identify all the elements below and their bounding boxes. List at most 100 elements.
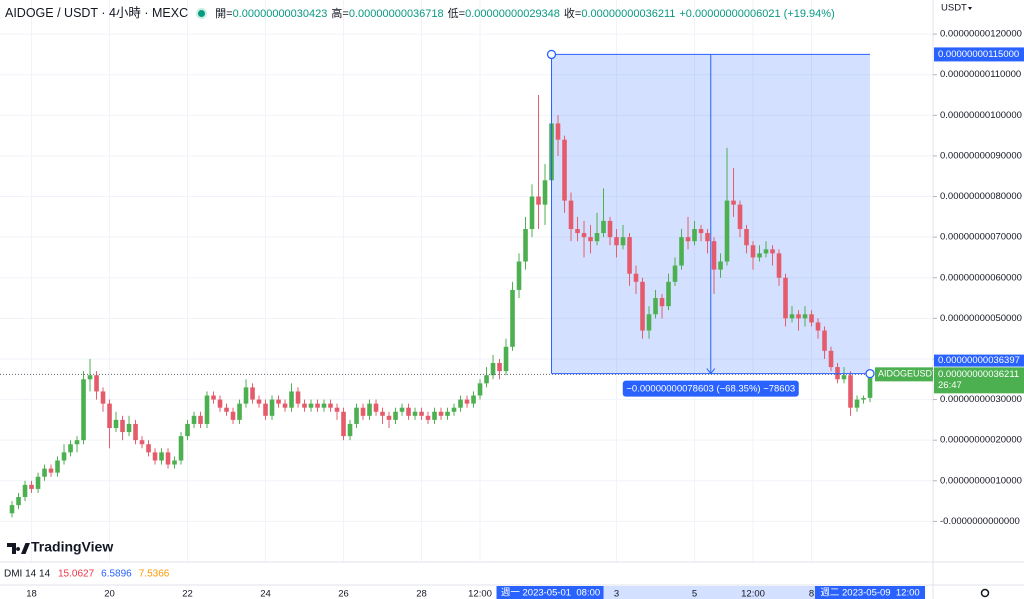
candle-body <box>529 196 535 230</box>
last-price-bg <box>934 367 1024 394</box>
candle-body <box>445 411 450 416</box>
candle-body <box>393 411 398 420</box>
candle-body <box>165 452 171 465</box>
measure-arrowhead <box>706 368 716 375</box>
candle-body <box>263 403 268 416</box>
countdown: 26:47 <box>938 380 962 391</box>
candle-body <box>653 298 658 315</box>
candle-body <box>614 237 619 246</box>
status-dot <box>198 10 206 17</box>
candle-body <box>516 261 522 290</box>
high: 0.00000000036718 <box>348 8 444 20</box>
candle-body <box>341 411 346 437</box>
candle-body <box>321 403 327 408</box>
y-tick-label: 0.00000000060000 <box>940 272 1022 283</box>
candle-body <box>711 241 717 270</box>
candle-body <box>594 233 600 242</box>
overlay: −0.00000000078603 (−68.35%) −78603 <box>0 49 933 397</box>
candle-body <box>159 452 164 461</box>
candle-body <box>211 395 216 400</box>
y-tick-label: 0.00000000010000 <box>940 475 1022 486</box>
measure-handle <box>865 368 875 379</box>
candle-body <box>237 403 242 420</box>
candle-body <box>113 419 119 428</box>
candle-body <box>107 403 112 428</box>
candle-body <box>172 460 177 465</box>
candle-body <box>458 399 463 408</box>
dropdown-icon[interactable] <box>968 7 972 10</box>
candle-body <box>451 407 457 412</box>
measure-top-price-bg <box>934 47 1024 62</box>
candle-body <box>640 281 645 331</box>
candle-body <box>269 399 275 416</box>
candle-body <box>562 139 567 201</box>
candle-body <box>354 407 359 424</box>
x-tick-label: 18 <box>26 589 37 599</box>
candle-body <box>783 277 788 319</box>
candle-body <box>867 374 873 398</box>
x-tick-label: 12:00 <box>468 589 492 599</box>
candles <box>9 95 873 518</box>
settings-icon[interactable] <box>980 588 990 598</box>
candle-body <box>672 265 678 282</box>
candle-body <box>536 196 541 205</box>
candle-body <box>620 237 626 246</box>
candle-body <box>250 387 255 400</box>
candle-body <box>588 237 593 242</box>
measure-time-band <box>551 586 871 599</box>
candle-body <box>802 314 808 319</box>
candle-body <box>386 415 392 420</box>
candle-body <box>152 452 158 461</box>
candle-body <box>731 200 736 205</box>
candle-body <box>633 273 639 282</box>
measure-bottom-price-bg <box>934 354 1024 367</box>
candle-body <box>692 229 697 242</box>
candle-body <box>718 261 723 270</box>
candle-body <box>48 468 54 473</box>
measure-start-time: 週一 2023-05-01 08:00 <box>501 587 600 599</box>
candle-body <box>828 350 834 368</box>
candle-body <box>191 415 197 424</box>
price-axis-bg <box>933 0 1024 599</box>
candle-body <box>42 468 47 477</box>
symbol[interactable]: AIDOGE / USDT · 4小時 · MEXC <box>5 6 189 20</box>
candle-body <box>55 460 60 473</box>
indicator-value: 6.5896 <box>101 569 132 580</box>
candle-body <box>380 411 385 416</box>
candle-body <box>568 200 574 230</box>
candle-body <box>178 436 184 461</box>
candle-body <box>542 180 548 205</box>
candle-body <box>22 484 28 498</box>
candle-body <box>698 229 704 234</box>
candle-body <box>282 403 288 408</box>
candle-body <box>328 403 333 408</box>
close: 0.00000000036211 <box>581 8 676 20</box>
candle-body <box>217 399 223 408</box>
candle-body <box>146 444 151 453</box>
candle-body <box>724 200 730 262</box>
x-tick-label: 20 <box>104 589 115 599</box>
x-tick-label: 12:00 <box>741 589 765 599</box>
candle-body <box>789 314 795 319</box>
y-tick-label: 0.00000000080000 <box>940 191 1022 202</box>
candle-body <box>438 411 444 416</box>
measure-start-time-bg <box>496 586 604 599</box>
y-tick-label: -0.0000000000000 <box>940 516 1020 527</box>
candle-body <box>360 407 366 416</box>
candle-body <box>503 346 509 372</box>
gear[interactable] <box>980 588 990 598</box>
candle-body <box>679 237 684 266</box>
candle-body <box>61 452 67 461</box>
symbol-tag-bg <box>875 367 933 382</box>
candle-body <box>477 383 483 396</box>
candle-body <box>347 423 353 437</box>
candle-body <box>406 407 411 416</box>
measure-handle <box>546 49 557 60</box>
candle-body <box>256 399 262 404</box>
candle-body <box>432 411 437 420</box>
currency[interactable]: USDT <box>941 3 967 14</box>
candle-body <box>334 407 340 412</box>
candle-body <box>198 415 203 424</box>
candle-body <box>81 379 86 441</box>
